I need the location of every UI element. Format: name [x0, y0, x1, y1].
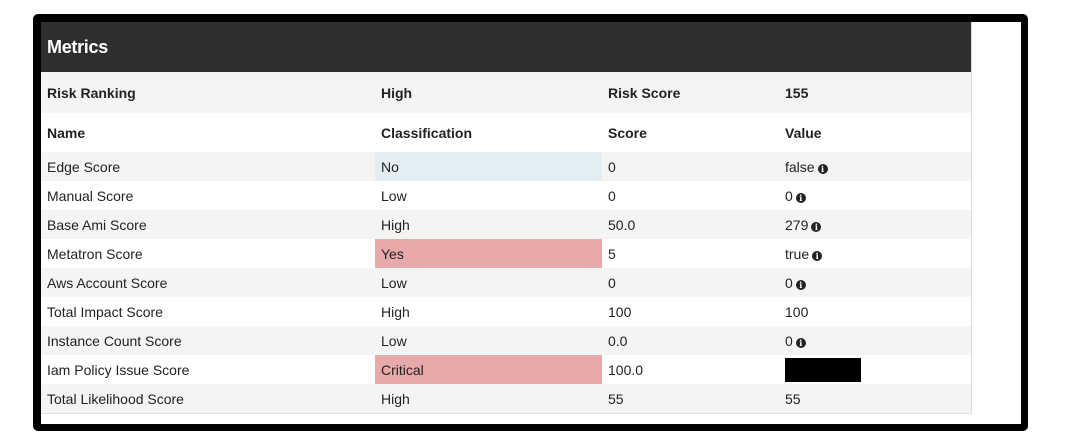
cell-value: 279 i: [779, 210, 971, 239]
cell-score: 100.0: [608, 361, 644, 378]
cell-score: 50.0: [602, 210, 779, 239]
panel-title: Metrics: [41, 22, 971, 72]
redacted-value: [785, 357, 861, 382]
value-text: 279: [785, 216, 809, 233]
table-row: Base Ami Score High 50.0 279 i: [41, 210, 971, 239]
risk-ranking-value: High: [375, 72, 602, 113]
cell-name: Manual Score: [47, 187, 134, 204]
table-row: Total Impact Score High 100 100: [41, 297, 971, 326]
info-circle-icon[interactable]: i: [811, 221, 822, 232]
column-header-value: Value: [785, 124, 822, 141]
table-row: Iam Policy Issue Score Critical 100.0: [41, 355, 971, 384]
cell-classification: Critical: [375, 355, 602, 384]
cell-score: 0: [608, 187, 616, 204]
info-circle-icon[interactable]: i: [795, 279, 806, 290]
cell-name: Total Likelihood Score: [41, 384, 375, 413]
column-header-name: Name: [47, 124, 86, 141]
value-text: true: [785, 245, 810, 262]
risk-score-label: Risk Score: [602, 72, 779, 113]
table-row: Edge Score No 0 false i: [41, 152, 971, 181]
cell-name: Instance Count Score: [41, 326, 375, 355]
info-circle-icon[interactable]: i: [795, 192, 806, 203]
cell-name: Iam Policy Issue Score: [47, 361, 190, 378]
metrics-panel: Metrics Risk Ranking High Risk Score 155…: [41, 22, 972, 414]
cell-score: 0: [602, 268, 779, 297]
cell-value: [779, 355, 971, 384]
value-text: 0: [785, 187, 793, 204]
value-text: false: [785, 158, 815, 175]
screenshot-content: Metrics Risk Ranking High Risk Score 155…: [41, 22, 1021, 424]
column-header-row: Name Classification Score Value: [41, 113, 971, 152]
cell-value: 55: [779, 384, 971, 413]
info-circle-icon[interactable]: i: [795, 337, 806, 348]
cell-classification: Yes: [375, 239, 602, 268]
cell-classification: No: [375, 152, 602, 181]
cell-value: 100: [779, 297, 971, 326]
cell-classification: High: [381, 303, 410, 320]
info-circle-icon[interactable]: i: [812, 250, 823, 261]
value-text: 100: [785, 303, 809, 320]
cell-score: 0: [602, 152, 779, 181]
cell-name: Aws Account Score: [41, 268, 375, 297]
risk-score-value: 155: [779, 72, 971, 113]
cell-classification: High: [375, 210, 602, 239]
cell-score: 5: [608, 245, 616, 262]
cell-name: Edge Score: [41, 152, 375, 181]
cell-classification: High: [375, 384, 602, 413]
cell-score: 0.0: [602, 326, 779, 355]
table-row: Total Likelihood Score High 55 55: [41, 384, 971, 413]
risk-ranking-label: Risk Ranking: [41, 72, 375, 113]
cell-score: 55: [602, 384, 779, 413]
column-header-classification: Classification: [381, 124, 473, 141]
cell-classification: Low: [375, 268, 602, 297]
column-header-score: Score: [608, 124, 647, 141]
table-row: Manual Score Low 0 0 i: [41, 181, 971, 210]
cell-name: Metatron Score: [47, 245, 143, 262]
cell-name: Base Ami Score: [41, 210, 375, 239]
cell-name: Total Impact Score: [47, 303, 163, 320]
cell-value: true i: [779, 239, 971, 268]
cell-classification: Low: [381, 187, 407, 204]
info-circle-icon[interactable]: i: [817, 163, 828, 174]
table-row: Metatron Score Yes 5 true i: [41, 239, 971, 268]
cell-classification: Low: [375, 326, 602, 355]
value-text: 55: [785, 390, 801, 407]
table-row: Aws Account Score Low 0 0 i: [41, 268, 971, 297]
summary-row: Risk Ranking High Risk Score 155: [41, 72, 971, 113]
value-text: 0: [785, 332, 793, 349]
value-text: 0: [785, 274, 793, 291]
metrics-table: Risk Ranking High Risk Score 155 Name Cl…: [41, 72, 971, 413]
table-row: Instance Count Score Low 0.0 0 i: [41, 326, 971, 355]
cell-value: false i: [779, 152, 971, 181]
cell-score: 100: [608, 303, 632, 320]
